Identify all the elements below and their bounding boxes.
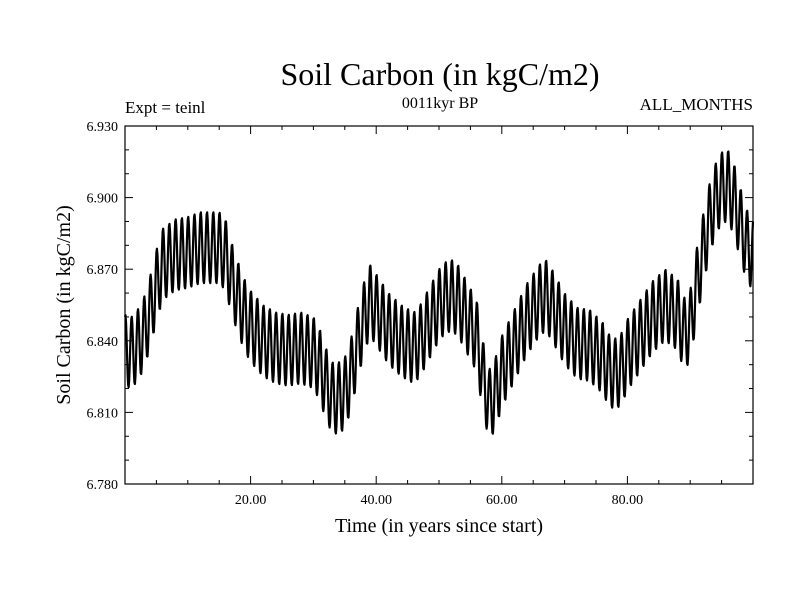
experiment-label: Expt = teinl [125,98,206,117]
y-tick-label: 6.840 [87,335,119,350]
y-tick-label: 6.810 [87,406,119,421]
x-tick-label: 20.00 [235,493,267,508]
y-tick-label: 6.870 [87,263,119,278]
chart-title: Soil Carbon (in kgC/m2) [280,56,599,92]
x-tick-label: 60.00 [486,493,518,508]
soil-carbon-series-line [123,150,755,435]
x-tick-label: 80.00 [612,493,644,508]
x-axis-label: Time (in years since start) [335,515,543,537]
chart-subtitle: 0011kyr BP [402,95,478,112]
y-tick-label: 6.900 [87,192,119,207]
y-tick-label: 6.780 [87,478,119,493]
plot-frame [124,125,754,485]
x-tick-label: 40.00 [360,493,392,508]
x-axis-tick-labels: 20.00 40.00 60.00 80.00 [235,493,643,508]
y-tick-label: 6.930 [87,120,119,135]
months-label: ALL_MONTHS [640,95,753,114]
y-axis-tick-labels: 6.780 6.810 6.840 6.870 6.900 6.930 [87,120,119,493]
y-axis-label: Soil Carbon (in kgC/m2) [53,205,75,404]
x-axis-ticks [155,126,723,484]
